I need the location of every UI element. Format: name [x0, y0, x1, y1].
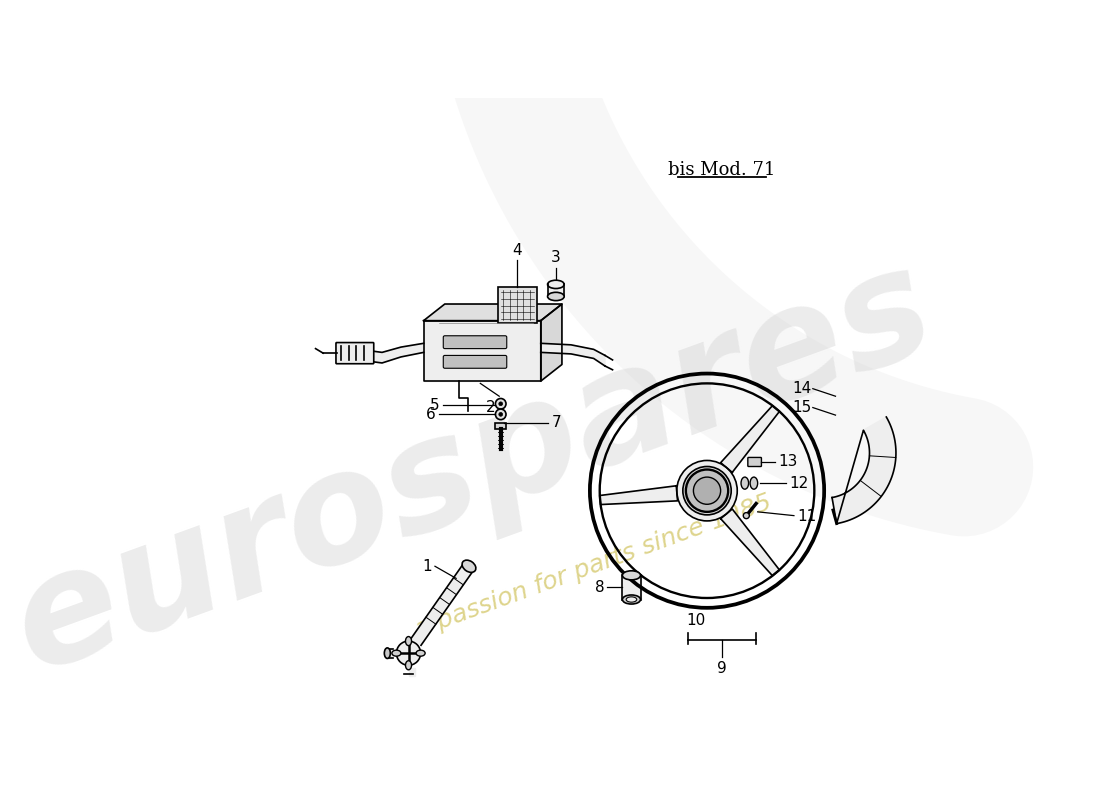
Ellipse shape: [626, 597, 637, 602]
Ellipse shape: [406, 637, 411, 646]
Bar: [497, 286, 537, 323]
Circle shape: [495, 398, 506, 409]
Ellipse shape: [750, 477, 758, 489]
Polygon shape: [424, 321, 541, 381]
Polygon shape: [623, 575, 640, 599]
Ellipse shape: [462, 560, 476, 572]
Text: 9: 9: [717, 662, 727, 677]
Text: 10: 10: [686, 614, 706, 628]
Polygon shape: [600, 486, 678, 505]
Circle shape: [498, 402, 503, 406]
Text: 1: 1: [422, 558, 432, 574]
Ellipse shape: [406, 661, 411, 670]
Polygon shape: [424, 304, 562, 321]
Polygon shape: [411, 562, 474, 646]
Polygon shape: [371, 343, 424, 363]
FancyBboxPatch shape: [748, 458, 761, 466]
Circle shape: [676, 461, 737, 521]
Text: 7: 7: [551, 415, 561, 430]
Text: 2: 2: [486, 400, 495, 415]
Circle shape: [498, 413, 503, 416]
Text: 13: 13: [778, 454, 798, 470]
Text: 15: 15: [792, 400, 812, 415]
Text: eurospares: eurospares: [0, 233, 953, 703]
Text: 11: 11: [798, 509, 816, 524]
Ellipse shape: [741, 477, 749, 489]
Circle shape: [744, 513, 749, 518]
Circle shape: [693, 477, 720, 504]
Text: bis Mod. 71: bis Mod. 71: [669, 161, 775, 178]
Circle shape: [686, 470, 728, 512]
Polygon shape: [541, 343, 605, 366]
Ellipse shape: [548, 280, 564, 289]
Text: 8: 8: [595, 580, 604, 595]
FancyBboxPatch shape: [336, 342, 374, 364]
Ellipse shape: [623, 595, 640, 604]
Text: 4: 4: [513, 243, 522, 258]
Text: a passion for parts since 1985: a passion for parts since 1985: [412, 490, 776, 642]
FancyBboxPatch shape: [443, 336, 507, 349]
Text: 5: 5: [430, 398, 440, 413]
Circle shape: [683, 466, 732, 515]
Ellipse shape: [384, 648, 390, 658]
Polygon shape: [408, 668, 415, 676]
Text: 14: 14: [792, 381, 812, 396]
Polygon shape: [548, 284, 564, 297]
Text: 6: 6: [426, 407, 436, 422]
Text: 12: 12: [790, 476, 808, 490]
Polygon shape: [720, 509, 780, 576]
Circle shape: [396, 641, 420, 666]
Ellipse shape: [548, 292, 564, 301]
Bar: [495, 423, 506, 430]
Polygon shape: [541, 304, 562, 381]
Polygon shape: [832, 417, 895, 524]
Ellipse shape: [623, 570, 640, 580]
Polygon shape: [387, 649, 394, 658]
FancyBboxPatch shape: [443, 355, 507, 368]
Ellipse shape: [416, 650, 425, 656]
Circle shape: [495, 409, 506, 420]
Ellipse shape: [392, 650, 402, 656]
Text: 3: 3: [551, 250, 561, 266]
Polygon shape: [720, 406, 780, 472]
